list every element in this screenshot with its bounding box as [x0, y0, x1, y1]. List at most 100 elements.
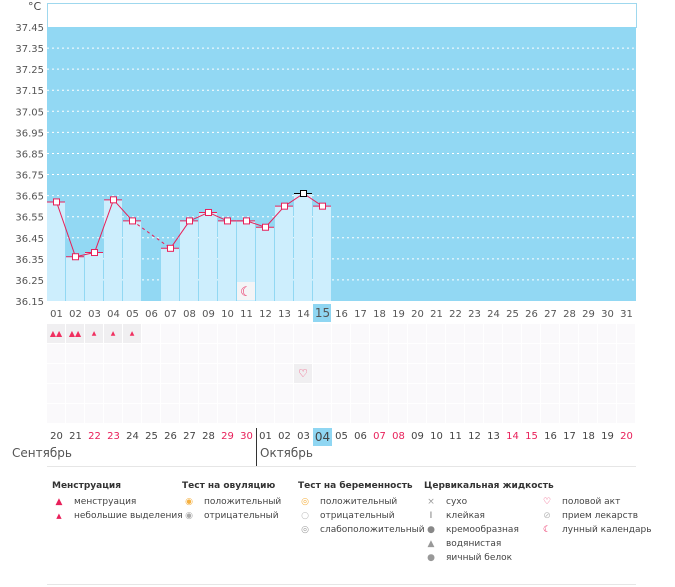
symptom-cell[interactable] [541, 384, 559, 403]
symptom-cell[interactable] [218, 324, 236, 343]
symptom-cell[interactable] [560, 404, 578, 423]
date-label[interactable]: 12 [468, 431, 481, 442]
cycle-day-label[interactable]: 15 [315, 306, 330, 320]
symptom-cell[interactable] [408, 364, 426, 383]
symptom-cell[interactable] [598, 404, 616, 423]
cycle-day-label[interactable]: 03 [88, 309, 101, 320]
symptom-cell[interactable] [541, 364, 559, 383]
symptom-cell[interactable] [256, 344, 274, 363]
symptom-cell[interactable] [522, 324, 540, 343]
symptom-cell[interactable] [503, 384, 521, 403]
cycle-day-label[interactable]: 22 [449, 309, 462, 320]
symptom-cell[interactable] [598, 344, 616, 363]
cycle-day-label[interactable]: 05 [126, 309, 139, 320]
cycle-day-label[interactable]: 02 [69, 309, 82, 320]
symptom-cell[interactable] [218, 404, 236, 423]
symptom-cell[interactable] [294, 344, 312, 363]
symptom-cell[interactable] [579, 324, 597, 343]
date-label[interactable]: 17 [563, 431, 576, 442]
symptom-cell[interactable] [123, 364, 141, 383]
symptom-cell[interactable] [256, 404, 274, 423]
symptom-cell[interactable]: ▲ [104, 324, 122, 343]
symptom-cell[interactable] [522, 404, 540, 423]
date-label[interactable]: 01 [259, 431, 272, 442]
symptom-cell[interactable] [446, 364, 464, 383]
symptom-cell[interactable] [370, 344, 388, 363]
symptom-cell[interactable] [351, 324, 369, 343]
cycle-day-label[interactable]: 29 [582, 309, 595, 320]
symptom-cell[interactable] [408, 404, 426, 423]
symptom-cell[interactable] [180, 404, 198, 423]
date-label[interactable]: 20 [620, 431, 633, 442]
date-label[interactable]: 03 [297, 431, 310, 442]
cycle-day-label[interactable]: 25 [506, 309, 519, 320]
symptom-cell[interactable] [85, 364, 103, 383]
date-label[interactable]: 19 [601, 431, 614, 442]
symptom-cell[interactable] [560, 384, 578, 403]
symptom-cell[interactable] [199, 344, 217, 363]
symptom-cell[interactable] [598, 364, 616, 383]
symptom-cell[interactable] [465, 404, 483, 423]
symptom-cell[interactable] [579, 404, 597, 423]
symptom-cell[interactable] [180, 364, 198, 383]
symptom-cell[interactable] [370, 364, 388, 383]
symptom-cell[interactable] [161, 364, 179, 383]
date-label[interactable]: 04 [313, 428, 332, 446]
symptom-cell[interactable] [484, 404, 502, 423]
symptom-cell[interactable] [598, 384, 616, 403]
symptom-cell[interactable] [313, 324, 331, 343]
symptom-cell[interactable] [313, 404, 331, 423]
symptom-cell[interactable] [161, 404, 179, 423]
symptom-cell[interactable] [389, 324, 407, 343]
cycle-day-label[interactable]: 06 [145, 309, 158, 320]
symptom-cell[interactable] [85, 384, 103, 403]
symptom-cell[interactable] [617, 364, 635, 383]
symptom-cell[interactable]: ▲ [85, 324, 103, 343]
symptom-cell[interactable] [408, 344, 426, 363]
cycle-day-label[interactable]: 07 [164, 309, 177, 320]
symptom-cell[interactable] [541, 344, 559, 363]
date-label[interactable]: 26 [164, 431, 177, 442]
date-label[interactable]: 14 [506, 431, 519, 442]
symptom-cell[interactable] [465, 344, 483, 363]
symptom-cell[interactable] [66, 384, 84, 403]
symptom-cell[interactable] [123, 384, 141, 403]
date-label[interactable]: 05 [335, 431, 348, 442]
symptom-cell[interactable] [123, 344, 141, 363]
symptom-cell[interactable] [237, 364, 255, 383]
symptom-cell[interactable] [47, 344, 65, 363]
symptom-cell[interactable] [142, 404, 160, 423]
symptom-cell[interactable] [503, 404, 521, 423]
symptom-cell[interactable] [256, 324, 274, 343]
symptom-cell[interactable] [66, 404, 84, 423]
symptom-cell[interactable] [47, 364, 65, 383]
symptom-cell[interactable] [427, 324, 445, 343]
symptom-cell[interactable] [47, 384, 65, 403]
symptom-cell[interactable] [275, 324, 293, 343]
symptom-cell[interactable] [465, 364, 483, 383]
symptom-cell[interactable] [66, 344, 84, 363]
symptom-cell[interactable] [370, 404, 388, 423]
symptom-cell[interactable] [522, 344, 540, 363]
symptom-cell[interactable] [237, 404, 255, 423]
cycle-day-label[interactable]: 18 [373, 309, 386, 320]
symptom-cell[interactable] [161, 384, 179, 403]
symptom-cell[interactable] [237, 344, 255, 363]
symptom-cell[interactable] [332, 364, 350, 383]
symptom-cell[interactable] [617, 324, 635, 343]
symptom-cell[interactable] [446, 404, 464, 423]
date-label[interactable]: 16 [544, 431, 557, 442]
symptom-cell[interactable] [560, 364, 578, 383]
symptom-cell[interactable]: ▲ [123, 324, 141, 343]
symptom-cell[interactable] [332, 384, 350, 403]
symptom-cell[interactable] [199, 384, 217, 403]
symptom-cell[interactable] [617, 344, 635, 363]
temperature-chart[interactable]: 37.45 37.35 37.25 37.15 37.05 36.95 36.85 36.75… [0, 0, 675, 325]
cycle-day-label[interactable]: 09 [202, 309, 215, 320]
date-label[interactable]: 29 [221, 431, 234, 442]
date-label[interactable]: 15 [525, 431, 538, 442]
symptom-cell[interactable] [484, 364, 502, 383]
symptom-cell[interactable] [427, 344, 445, 363]
symptom-cell[interactable] [180, 344, 198, 363]
symptom-cell[interactable] [541, 404, 559, 423]
